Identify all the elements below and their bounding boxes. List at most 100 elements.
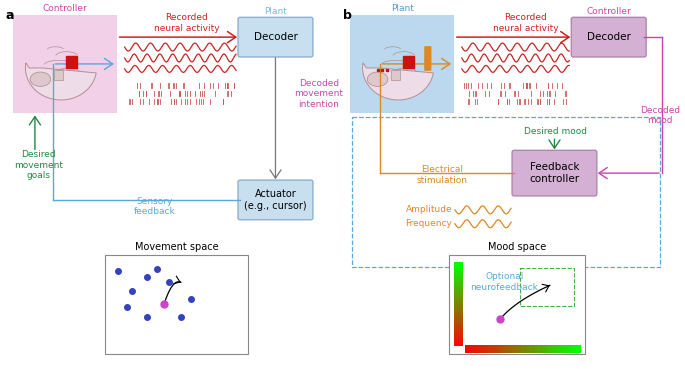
- Bar: [454, 307, 463, 310]
- Bar: [545, 345, 550, 353]
- Bar: [454, 293, 463, 296]
- Bar: [352, 116, 660, 267]
- Bar: [519, 345, 523, 353]
- Bar: [576, 345, 581, 353]
- Text: Recorded
neural activity: Recorded neural activity: [493, 13, 559, 33]
- Bar: [454, 338, 463, 341]
- Ellipse shape: [367, 72, 388, 87]
- Text: Optional
neurofeedback: Optional neurofeedback: [471, 273, 538, 292]
- Bar: [507, 345, 512, 353]
- Text: Frequency: Frequency: [406, 219, 453, 228]
- Bar: [503, 345, 508, 353]
- Bar: [454, 324, 463, 327]
- Bar: [454, 265, 463, 268]
- Bar: [484, 345, 488, 353]
- Bar: [351, 15, 454, 113]
- Bar: [454, 301, 463, 305]
- Text: b: b: [342, 9, 351, 22]
- Bar: [454, 321, 463, 324]
- Bar: [454, 268, 463, 271]
- Text: Controller: Controller: [42, 4, 88, 13]
- Bar: [454, 343, 463, 346]
- Bar: [454, 304, 463, 307]
- Text: Sensory
feedback: Sensory feedback: [134, 197, 175, 216]
- Bar: [473, 345, 477, 353]
- FancyBboxPatch shape: [571, 17, 646, 57]
- Bar: [530, 345, 534, 353]
- Bar: [511, 345, 515, 353]
- Bar: [549, 345, 553, 353]
- Bar: [538, 345, 542, 353]
- Bar: [105, 254, 248, 354]
- Bar: [454, 340, 463, 344]
- Bar: [454, 276, 463, 280]
- Bar: [454, 285, 463, 288]
- Bar: [454, 299, 463, 302]
- Bar: [454, 326, 463, 330]
- Bar: [569, 345, 573, 353]
- Bar: [13, 15, 116, 113]
- Text: Controller: Controller: [586, 7, 631, 16]
- Bar: [454, 290, 463, 294]
- Polygon shape: [25, 63, 96, 100]
- Bar: [542, 345, 546, 353]
- Bar: [464, 345, 469, 353]
- Bar: [454, 296, 463, 299]
- Bar: [492, 345, 496, 353]
- Text: Amplitude: Amplitude: [406, 205, 452, 214]
- Text: Movement space: Movement space: [134, 242, 219, 251]
- Bar: [557, 345, 562, 353]
- Bar: [534, 345, 538, 353]
- Text: Decoder: Decoder: [253, 32, 297, 42]
- Bar: [454, 279, 463, 282]
- Bar: [454, 274, 463, 277]
- Bar: [561, 345, 565, 353]
- Text: Actuator
(e.g., cursor): Actuator (e.g., cursor): [244, 189, 307, 211]
- Bar: [454, 310, 463, 313]
- Bar: [454, 271, 463, 274]
- Bar: [454, 282, 463, 285]
- Bar: [514, 345, 519, 353]
- Text: Plant: Plant: [390, 4, 414, 13]
- Bar: [54, 70, 62, 81]
- Text: Desired mood: Desired mood: [524, 127, 587, 136]
- Text: Decoded
mood: Decoded mood: [640, 105, 680, 125]
- Bar: [469, 345, 473, 353]
- Bar: [488, 345, 492, 353]
- Bar: [454, 332, 463, 335]
- Text: Plant: Plant: [264, 7, 287, 16]
- FancyBboxPatch shape: [424, 46, 432, 71]
- Bar: [480, 345, 484, 353]
- Bar: [454, 288, 463, 291]
- Text: Mood space: Mood space: [488, 242, 546, 251]
- FancyBboxPatch shape: [238, 180, 313, 220]
- Bar: [454, 315, 463, 319]
- Text: Feedback
controller: Feedback controller: [530, 162, 580, 184]
- Text: Electrical
stimulation: Electrical stimulation: [416, 166, 468, 185]
- Bar: [520, 268, 574, 306]
- Text: Recorded
neural activity: Recorded neural activity: [154, 13, 220, 33]
- Bar: [454, 318, 463, 321]
- Bar: [454, 262, 463, 266]
- Bar: [523, 345, 527, 353]
- Bar: [564, 345, 569, 353]
- Text: a: a: [5, 9, 14, 22]
- Bar: [476, 345, 481, 353]
- Text: Desired
movement
goals: Desired movement goals: [14, 150, 63, 180]
- Bar: [553, 345, 558, 353]
- Bar: [454, 329, 463, 332]
- Text: Decoder: Decoder: [587, 32, 631, 42]
- Bar: [391, 70, 400, 81]
- Bar: [454, 313, 463, 316]
- Polygon shape: [362, 63, 434, 100]
- Bar: [454, 335, 463, 338]
- FancyBboxPatch shape: [512, 150, 597, 196]
- Bar: [499, 345, 503, 353]
- Ellipse shape: [30, 72, 51, 87]
- FancyBboxPatch shape: [238, 17, 313, 57]
- Bar: [449, 254, 585, 354]
- Text: Decoded
movement
intention: Decoded movement intention: [295, 79, 343, 108]
- Bar: [573, 345, 577, 353]
- Bar: [526, 345, 531, 353]
- Bar: [495, 345, 500, 353]
